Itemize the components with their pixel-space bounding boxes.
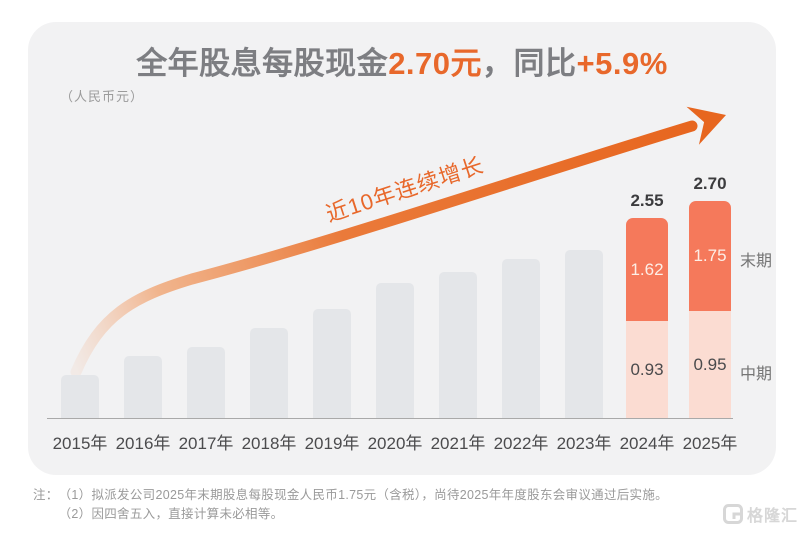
title-dividend-value: 2.70元 <box>388 46 483 81</box>
chart-title: 全年股息每股现金2.70元，同比+5.9% <box>28 38 776 83</box>
bar-2018年 <box>250 328 288 418</box>
bar-2019年 <box>313 309 351 418</box>
bar-2024年-final-segment: 1.62 <box>626 218 668 321</box>
bar-2024年-interim-segment: 0.93 <box>626 321 668 418</box>
bar-2025年-interim-segment: 0.95 <box>689 311 731 418</box>
footnote-lines: （1）拟派发公司2025年末期股息每股现金人民币1.75元（含税），尚待2025… <box>59 486 668 524</box>
x-label-2015年: 2015年 <box>52 434 108 453</box>
x-label-2025年: 2025年 <box>682 434 738 453</box>
footnote-prefix: 注： <box>33 488 59 502</box>
bar-2024年-total-label: 2.55 <box>630 191 664 210</box>
bar-2017年 <box>187 347 225 418</box>
unit-label: （人民币元） <box>60 89 145 104</box>
title-text-yoy: ，同比 <box>482 46 577 81</box>
x-axis-line <box>47 418 733 419</box>
legend-interim-label: 中期 <box>740 366 773 383</box>
bar-2015年 <box>61 375 99 418</box>
x-label-2023年: 2023年 <box>556 434 612 453</box>
gelonghui-logo-icon <box>723 504 743 524</box>
bar-2022年 <box>502 259 540 418</box>
x-label-2024年: 2024年 <box>619 434 675 453</box>
legend-final-label: 末期 <box>740 253 773 270</box>
x-label-2016年: 2016年 <box>115 434 171 453</box>
x-label-2022年: 2022年 <box>493 434 549 453</box>
gelonghui-logo-text: 格隆汇 <box>747 508 799 525</box>
x-label-2019年: 2019年 <box>304 434 360 453</box>
x-label-2020年: 2020年 <box>367 434 423 453</box>
footnote-line-1: （1）拟派发公司2025年末期股息每股现金人民币1.75元（含税），尚待2025… <box>58 488 668 502</box>
bar-2016年 <box>124 356 162 418</box>
title-text-main: 全年股息每股现金 <box>136 46 389 81</box>
bar-2023年 <box>565 250 603 418</box>
bar-2025年-final-segment: 1.75 <box>689 201 731 311</box>
footnote-line-2: （2）因四舍五入，直接计算未必相等。 <box>58 507 284 521</box>
x-label-2021年: 2021年 <box>430 434 486 453</box>
x-label-2018年: 2018年 <box>241 434 297 453</box>
x-label-2017年: 2017年 <box>178 434 234 453</box>
footnotes: 注： （1）拟派发公司2025年末期股息每股现金人民币1.75元（含税），尚待2… <box>33 486 668 524</box>
bar-2021年 <box>439 272 477 418</box>
bar-2025年-total-label: 2.70 <box>693 174 727 193</box>
bar-2020年 <box>376 283 414 418</box>
gelonghui-watermark: 格隆汇 <box>722 502 798 526</box>
title-yoy-value: +5.9% <box>576 46 668 81</box>
